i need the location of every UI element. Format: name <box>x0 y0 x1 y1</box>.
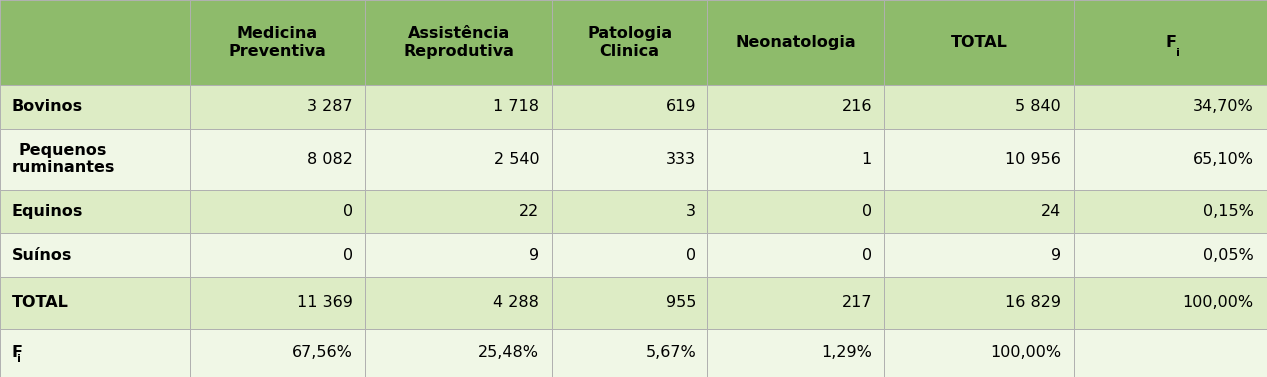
Bar <box>190 329 365 377</box>
Text: 1: 1 <box>862 152 872 167</box>
Bar <box>365 233 552 277</box>
Text: F: F <box>1166 35 1176 50</box>
Bar <box>707 233 884 277</box>
Bar <box>707 0 884 85</box>
Bar <box>884 277 1074 329</box>
Text: 100,00%: 100,00% <box>990 345 1062 360</box>
Text: 0: 0 <box>342 204 352 219</box>
Text: 217: 217 <box>841 295 872 310</box>
Text: Patologia
Clinica: Patologia Clinica <box>587 26 673 59</box>
Bar <box>365 0 552 85</box>
Bar <box>1074 0 1267 85</box>
Text: Neonatologia: Neonatologia <box>735 35 856 50</box>
Bar <box>1074 129 1267 190</box>
Text: 22: 22 <box>519 204 540 219</box>
Text: 65,10%: 65,10% <box>1192 152 1253 167</box>
Text: 216: 216 <box>841 99 872 114</box>
Text: 0: 0 <box>685 248 696 262</box>
Bar <box>0 190 190 233</box>
Text: F: F <box>11 345 23 360</box>
Bar <box>365 129 552 190</box>
Text: 8 082: 8 082 <box>307 152 352 167</box>
Text: 0,15%: 0,15% <box>1202 204 1253 219</box>
Text: 5 840: 5 840 <box>1015 99 1062 114</box>
Text: 0,05%: 0,05% <box>1202 248 1253 262</box>
Text: 9: 9 <box>1052 248 1062 262</box>
Text: 1,29%: 1,29% <box>821 345 872 360</box>
Text: 3 287: 3 287 <box>307 99 352 114</box>
Bar <box>884 0 1074 85</box>
Bar <box>365 277 552 329</box>
Bar <box>0 0 190 85</box>
Bar <box>707 190 884 233</box>
Text: Bovinos: Bovinos <box>11 99 82 114</box>
Bar <box>190 233 365 277</box>
Bar <box>884 329 1074 377</box>
Bar <box>552 233 707 277</box>
Text: 619: 619 <box>665 99 696 114</box>
Text: 0: 0 <box>342 248 352 262</box>
Text: Equinos: Equinos <box>11 204 82 219</box>
Bar <box>0 277 190 329</box>
Text: 4 288: 4 288 <box>493 295 540 310</box>
Bar <box>552 129 707 190</box>
Bar <box>707 129 884 190</box>
Bar <box>552 85 707 129</box>
Bar <box>365 190 552 233</box>
Text: 16 829: 16 829 <box>1005 295 1062 310</box>
Text: 1 718: 1 718 <box>493 99 540 114</box>
Text: TOTAL: TOTAL <box>952 35 1007 50</box>
Bar <box>884 233 1074 277</box>
Bar <box>190 190 365 233</box>
Text: 5,67%: 5,67% <box>645 345 696 360</box>
Text: 955: 955 <box>665 295 696 310</box>
Text: Suínos: Suínos <box>11 248 72 262</box>
Text: 333: 333 <box>666 152 696 167</box>
Bar <box>190 0 365 85</box>
Bar <box>1074 190 1267 233</box>
Text: 24: 24 <box>1041 204 1062 219</box>
Bar <box>552 277 707 329</box>
Text: 34,70%: 34,70% <box>1192 99 1253 114</box>
Bar <box>0 129 190 190</box>
Bar <box>552 190 707 233</box>
Bar <box>552 329 707 377</box>
Bar <box>1074 233 1267 277</box>
Bar <box>365 329 552 377</box>
Text: 10 956: 10 956 <box>1005 152 1062 167</box>
Bar <box>0 233 190 277</box>
Bar <box>0 85 190 129</box>
Text: 0: 0 <box>862 248 872 262</box>
Text: 11 369: 11 369 <box>296 295 352 310</box>
Bar <box>1074 277 1267 329</box>
Text: i: i <box>1176 48 1180 58</box>
Bar <box>190 277 365 329</box>
Bar <box>707 277 884 329</box>
Bar <box>707 85 884 129</box>
Bar <box>884 85 1074 129</box>
Text: Assistência
Reprodutiva: Assistência Reprodutiva <box>403 26 514 59</box>
Text: TOTAL: TOTAL <box>11 295 68 310</box>
Bar <box>365 85 552 129</box>
Text: 0: 0 <box>862 204 872 219</box>
Text: Medicina
Preventiva: Medicina Preventiva <box>228 26 327 59</box>
Text: 100,00%: 100,00% <box>1182 295 1253 310</box>
Bar <box>1074 85 1267 129</box>
Text: i: i <box>16 354 20 364</box>
Text: 25,48%: 25,48% <box>478 345 540 360</box>
Bar <box>884 129 1074 190</box>
Bar <box>707 329 884 377</box>
Bar <box>1074 329 1267 377</box>
Text: 67,56%: 67,56% <box>291 345 352 360</box>
Bar <box>884 190 1074 233</box>
Bar <box>190 85 365 129</box>
Bar <box>190 129 365 190</box>
Text: 2 540: 2 540 <box>494 152 540 167</box>
Text: 9: 9 <box>530 248 540 262</box>
Text: Pequenos
ruminantes: Pequenos ruminantes <box>11 143 115 175</box>
Bar <box>552 0 707 85</box>
Text: 3: 3 <box>687 204 696 219</box>
Bar <box>0 329 190 377</box>
